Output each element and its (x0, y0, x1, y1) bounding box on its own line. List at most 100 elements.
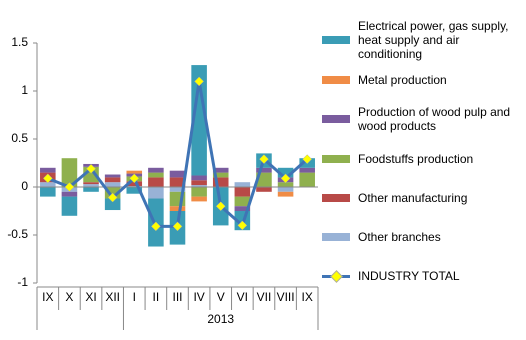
bar-segment (40, 182, 56, 187)
legend-label: Foodstuffs production (358, 152, 474, 166)
legend-swatch (322, 155, 350, 163)
bar-segment (277, 167, 294, 178)
bar-segment (169, 177, 186, 187)
y-tick-label: 1 (21, 83, 28, 97)
legend-label: Metal production (358, 73, 447, 87)
bar-segment (40, 187, 56, 197)
chart: -1-0.500.511.5IX X XI XII I II III IV V VI VII VIII… (7, 35, 319, 330)
legend-marker (330, 269, 343, 283)
bar-segment (256, 172, 272, 187)
bar-segment (212, 167, 229, 173)
legend-entry: Other manufacturing (322, 168, 522, 228)
bar-segment (83, 187, 99, 192)
legend-swatch (322, 194, 350, 202)
bar-segment (191, 187, 207, 197)
bar-segment (61, 196, 78, 216)
bar-segment (148, 172, 164, 178)
x-tick-label: VI (237, 290, 248, 304)
legend-swatch (322, 76, 350, 84)
bar-segment (256, 187, 272, 192)
bar-segment (148, 187, 164, 199)
x-tick-label: I (133, 290, 136, 304)
total-marker (259, 154, 269, 165)
bar-segment (191, 196, 207, 202)
bar-segment (234, 182, 251, 187)
x-tick-label: VIII (277, 290, 295, 304)
bar-segment (212, 177, 229, 187)
legend: Electrical power, gas supply, heat suppl… (322, 0, 526, 335)
bar-segment (104, 177, 121, 183)
bar-segment (169, 206, 186, 211)
y-tick-label: 1.5 (11, 35, 28, 49)
bar-segment (191, 185, 207, 187)
total-marker (151, 221, 161, 232)
x-tick-label: III (172, 290, 182, 304)
total-marker (172, 221, 183, 232)
x-tick-label: X (65, 290, 73, 304)
total-marker (302, 154, 313, 165)
bar-segment (277, 191, 294, 197)
bar-segment (126, 181, 143, 187)
total-marker (129, 173, 140, 184)
legend-entry: Production of wood pulp and wood product… (322, 89, 522, 149)
bar-segment (299, 172, 315, 187)
bar-segment (126, 170, 143, 174)
y-tick-label: 0.5 (11, 131, 28, 145)
x-tick-label: II (153, 290, 160, 304)
legend-swatch (322, 115, 350, 123)
x-tick-label: XI (85, 290, 96, 304)
bar-segment (234, 196, 251, 207)
bar-segment (83, 184, 99, 187)
y-tick-label: -1 (17, 275, 28, 289)
legend-label: Other manufacturing (358, 191, 468, 205)
legend-label: INDUSTRY TOTAL (358, 269, 460, 283)
bar-segment (191, 175, 207, 181)
legend-label: Other branches (358, 230, 441, 244)
x-tick-label: VII (257, 290, 272, 304)
total-marker (280, 173, 291, 184)
x-tick-label: V (217, 290, 225, 304)
bar-segment (104, 182, 121, 187)
total-marker (42, 173, 53, 184)
total-marker (107, 192, 118, 203)
bar-segment (277, 187, 294, 192)
bar-segment (191, 180, 207, 186)
x-tick-label: IX (42, 290, 53, 304)
legend-entry: Other branches (322, 207, 522, 267)
legend-swatch (322, 36, 350, 44)
bar-segment (104, 174, 121, 178)
x-tick-label: XII (105, 290, 120, 304)
bar-segment (148, 177, 164, 187)
bar-segment (234, 187, 251, 197)
total-marker (215, 201, 226, 212)
bar-segment (148, 167, 164, 173)
bar-segment (169, 187, 186, 192)
x-tick-label: IX (302, 290, 313, 304)
legend-label: Electrical power, gas supply, heat suppl… (358, 19, 509, 61)
bar-segment (191, 65, 207, 176)
bar-segment (83, 182, 99, 185)
bar-segment (234, 206, 251, 211)
bar-segment (277, 182, 294, 187)
legend-swatch (322, 233, 350, 241)
y-tick-label: -0.5 (7, 227, 28, 241)
legend-entry: Foodstuffs production (322, 129, 522, 189)
bar-segment (61, 158, 78, 187)
bar-segment (256, 167, 272, 173)
x-group-label: 2013 (207, 312, 234, 326)
bar-segment (126, 187, 143, 194)
bar-segment (169, 170, 186, 178)
bar-segment (212, 172, 229, 178)
legend-swatch (322, 269, 350, 283)
bar-segment (40, 167, 56, 173)
total-marker (194, 76, 204, 87)
total-marker (86, 163, 96, 174)
total-marker (64, 182, 75, 192)
total-marker (237, 220, 248, 231)
x-tick-label: IV (193, 290, 204, 304)
legend-entry: Electrical power, gas supply, heat suppl… (322, 10, 522, 70)
bar-segment (104, 198, 121, 211)
y-tick-label: 0 (21, 179, 28, 193)
legend-label: Production of wood pulp and wood product… (358, 105, 511, 133)
